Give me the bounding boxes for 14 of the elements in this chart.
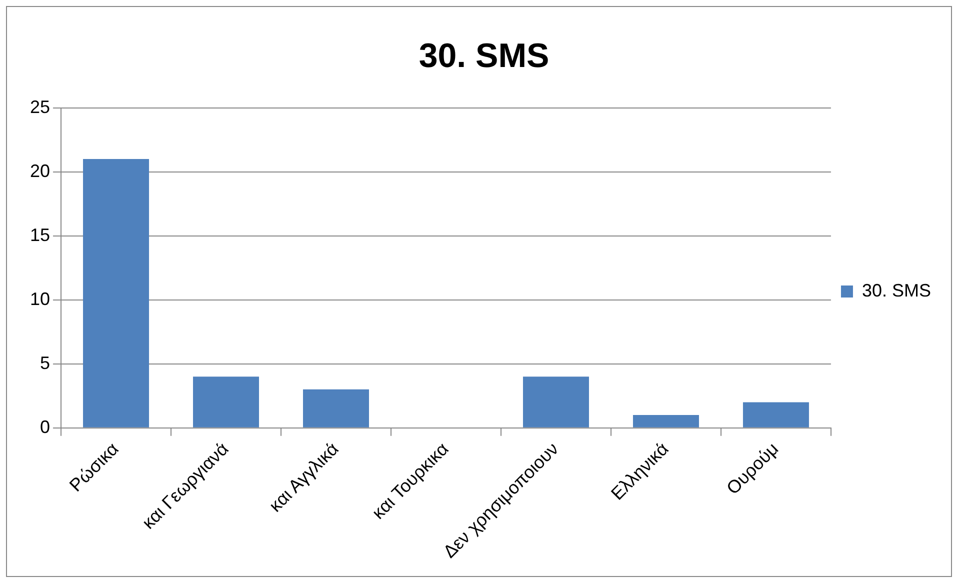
y-tick-label: 10 — [30, 288, 50, 309]
legend-label: 30. SMS — [862, 280, 931, 300]
y-tick-label: 5 — [40, 352, 50, 373]
chart-title: 30. SMS — [418, 36, 550, 75]
bar — [522, 376, 589, 428]
y-tick-label: 0 — [40, 416, 50, 437]
y-tick-label: 20 — [30, 160, 50, 181]
bar — [742, 402, 809, 428]
bar — [193, 376, 260, 428]
bar — [83, 159, 150, 428]
y-tick-label: 15 — [30, 224, 50, 245]
y-tick-label: 25 — [30, 96, 50, 117]
bar — [303, 389, 369, 428]
bar — [632, 415, 699, 428]
